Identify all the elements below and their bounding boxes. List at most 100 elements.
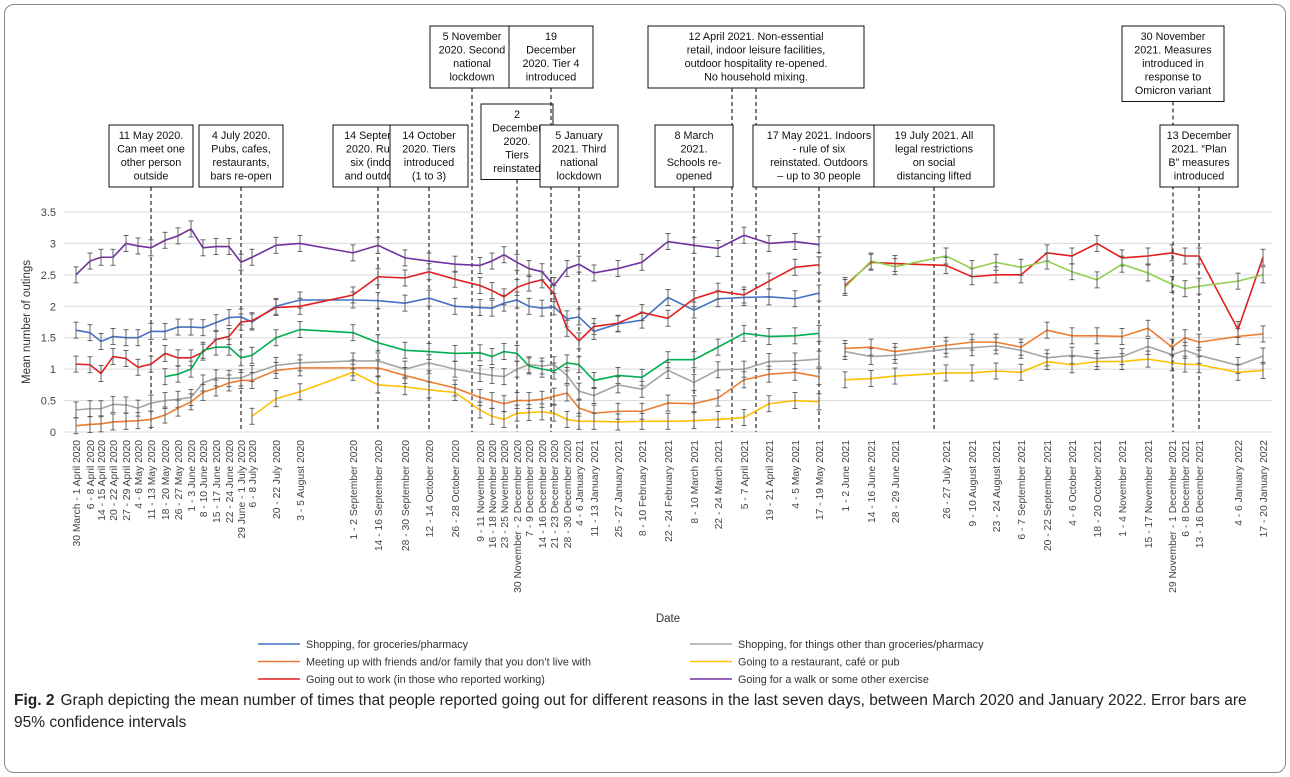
series-group bbox=[162, 321, 822, 389]
legend-label: Meeting up with friends and/or family th… bbox=[306, 657, 591, 669]
annotation-text: 2020. Second bbox=[439, 45, 506, 57]
x-tick-label: 1 - 2 September 2020 bbox=[349, 440, 360, 540]
figure-caption: Fig. 2 Graph depicting the mean number of… bbox=[14, 690, 1276, 734]
x-tick-label: 4 - 6 January 2021 bbox=[575, 440, 586, 526]
annotation-text: Omicron variant bbox=[1135, 85, 1211, 97]
annotation-text: introduced in bbox=[1142, 58, 1204, 70]
annotation-text: 2020. Tiers bbox=[402, 144, 456, 156]
annotation-box bbox=[873, 124, 995, 188]
annotation-text: reinstated. Outdoors bbox=[770, 157, 868, 169]
legend-label: Shopping, for things other than grocerie… bbox=[738, 639, 984, 651]
x-tick-label: 9 - 10 August 2021 bbox=[968, 440, 979, 527]
annotation-text: 2020. bbox=[503, 136, 530, 148]
y-tick-label: 2.5 bbox=[41, 270, 56, 282]
annotation-text: bars re-open bbox=[210, 171, 271, 183]
x-tick-label: 14 - 16 September 2020 bbox=[374, 440, 385, 551]
x-tick-label: 6 - 8 April 2020 bbox=[86, 440, 97, 510]
annotation-text: 2021. “Plan bbox=[1171, 144, 1226, 156]
x-tick-label: 20 - 22 July 2020 bbox=[272, 440, 283, 519]
annotation-text: opened bbox=[676, 171, 712, 183]
x-tick-label: 1 - 4 November 2021 bbox=[1118, 440, 1129, 537]
annotation-text: reinstated bbox=[493, 163, 540, 175]
y-tick-label: 2 bbox=[50, 301, 56, 313]
annotation-text: 2021. bbox=[680, 144, 707, 156]
annotation-text: December bbox=[492, 123, 542, 135]
x-tick-label: 20 - 22 September 2021 bbox=[1043, 440, 1054, 551]
series-group bbox=[73, 284, 822, 350]
x-tick-label: 25 - 27 January 2021 bbox=[614, 440, 625, 538]
annotation-box bbox=[654, 124, 734, 188]
annotation-text: introduced bbox=[404, 157, 454, 169]
x-tick-label: 14 - 16 June 2021 bbox=[867, 440, 878, 523]
annotation-box bbox=[508, 25, 594, 89]
series-line bbox=[844, 255, 1264, 290]
x-tick-label: 4 - 5 May 2021 bbox=[791, 440, 802, 509]
x-tick-label: 12 - 14 October 2020 bbox=[425, 440, 436, 538]
annotation-text: national bbox=[453, 58, 491, 70]
x-tick-label: 8 - 10 February 2021 bbox=[638, 440, 649, 536]
annotation-text: 5 November bbox=[443, 31, 502, 43]
line-chart: 0 0.5 1 1.5 2 2.5 3 3.5 Mean number of outings 30… bbox=[21, 25, 1272, 686]
annotation-text: 11 May 2020. bbox=[119, 130, 184, 142]
annotation-text: (1 to 3) bbox=[412, 171, 446, 183]
annotation-text: 2020. Tier 4 bbox=[522, 58, 579, 70]
series-line bbox=[844, 327, 1264, 353]
series-line bbox=[75, 264, 820, 375]
x-tick-label: 29 June - 1 July 2020 bbox=[237, 440, 248, 539]
x-tick-label: 19 - 21 April 2021 bbox=[765, 440, 776, 521]
annotation-box bbox=[752, 124, 886, 188]
caption-label: Fig. 2 bbox=[14, 692, 55, 709]
x-tick-label: 1 - 2 June 2021 bbox=[841, 440, 852, 512]
x-tick-label: 22 - 24 June 2020 bbox=[225, 440, 236, 523]
x-tick-label: 18 - 20 May 2020 bbox=[161, 440, 172, 520]
x-tick-label: 15 - 17 November 2021 bbox=[1144, 440, 1155, 548]
y-tick-label: 1 bbox=[50, 364, 56, 376]
x-tick-label: 20 - 22 April 2020 bbox=[109, 440, 120, 521]
annotation-box bbox=[198, 124, 284, 188]
x-tick-label: 28 - 30 September 2020 bbox=[401, 440, 412, 551]
y-tick-label: 3.5 bbox=[41, 207, 56, 219]
x-tick-label: 28 - 29 June 2021 bbox=[891, 440, 902, 523]
series-line bbox=[251, 371, 820, 423]
annotation-text: distancing lifted bbox=[897, 171, 971, 183]
x-tick-label: 9 - 11 November 2020 bbox=[476, 440, 487, 542]
series-line bbox=[75, 292, 820, 343]
annotation-text: outdoor hospitality re-opened. bbox=[685, 58, 828, 70]
annotation-text: lockdown bbox=[449, 72, 494, 84]
x-tick-label: 4 - 6 January 2022 bbox=[1234, 440, 1245, 526]
annotation-text: – up to 30 people bbox=[777, 171, 860, 183]
annotation-text: other person bbox=[121, 157, 182, 169]
x-tick-label: 11 - 13 January 2021 bbox=[590, 440, 601, 537]
x-tick-label: 11 - 13 May 2020 bbox=[147, 440, 158, 520]
x-axis-label: Date bbox=[656, 613, 680, 625]
x-tick-label: 26 - 27 May 2020 bbox=[174, 440, 185, 520]
x-tick-label: 17 - 20 January 2022 bbox=[1259, 440, 1270, 538]
x-tick-label: 6 - 8 July 2020 bbox=[248, 440, 259, 508]
y-tick-label: 0.5 bbox=[41, 396, 56, 408]
x-tick-label: 8 - 10 June 2020 bbox=[199, 440, 210, 518]
x-tick-label: 1 - 3 June 2020 bbox=[187, 440, 198, 512]
series-line bbox=[75, 358, 820, 411]
x-tick-label: 16 - 18 November 2020 bbox=[488, 440, 499, 548]
annotation-text: 2021. Third bbox=[552, 144, 606, 156]
annotation-text: No household mixing. bbox=[704, 72, 808, 84]
series-group bbox=[842, 247, 1266, 298]
annotation-text: 14 October bbox=[402, 130, 456, 142]
series-group bbox=[73, 234, 1266, 382]
x-tick-label: 22 - 24 February 2021 bbox=[664, 440, 675, 542]
caption-text: Graph depicting the mean number of times… bbox=[14, 692, 1247, 731]
annotation-text: 17 May 2021. Indoors bbox=[767, 130, 872, 142]
annotation-text: legal restrictions bbox=[895, 144, 974, 156]
annotation-text: national bbox=[560, 157, 598, 169]
x-tick-label: 15 - 17 June 2020 bbox=[212, 440, 223, 523]
x-tick-label: 23 - 25 November 2020 bbox=[500, 440, 511, 548]
annotation-text: 19 bbox=[545, 31, 557, 43]
x-tick-label: 23 - 24 August 2021 bbox=[992, 440, 1003, 532]
annotation-box bbox=[389, 124, 469, 188]
y-axis-label: Mean number of outings bbox=[21, 260, 33, 384]
annotation-text: introduced bbox=[526, 72, 576, 84]
x-tick-label: 26 - 28 October 2020 bbox=[451, 440, 462, 538]
x-tick-label: 4 - 6 October 2021 bbox=[1068, 440, 1079, 526]
annotation-text: - rule of six bbox=[793, 144, 846, 156]
x-tick-label: 21 - 23 December 2020 bbox=[550, 440, 561, 548]
